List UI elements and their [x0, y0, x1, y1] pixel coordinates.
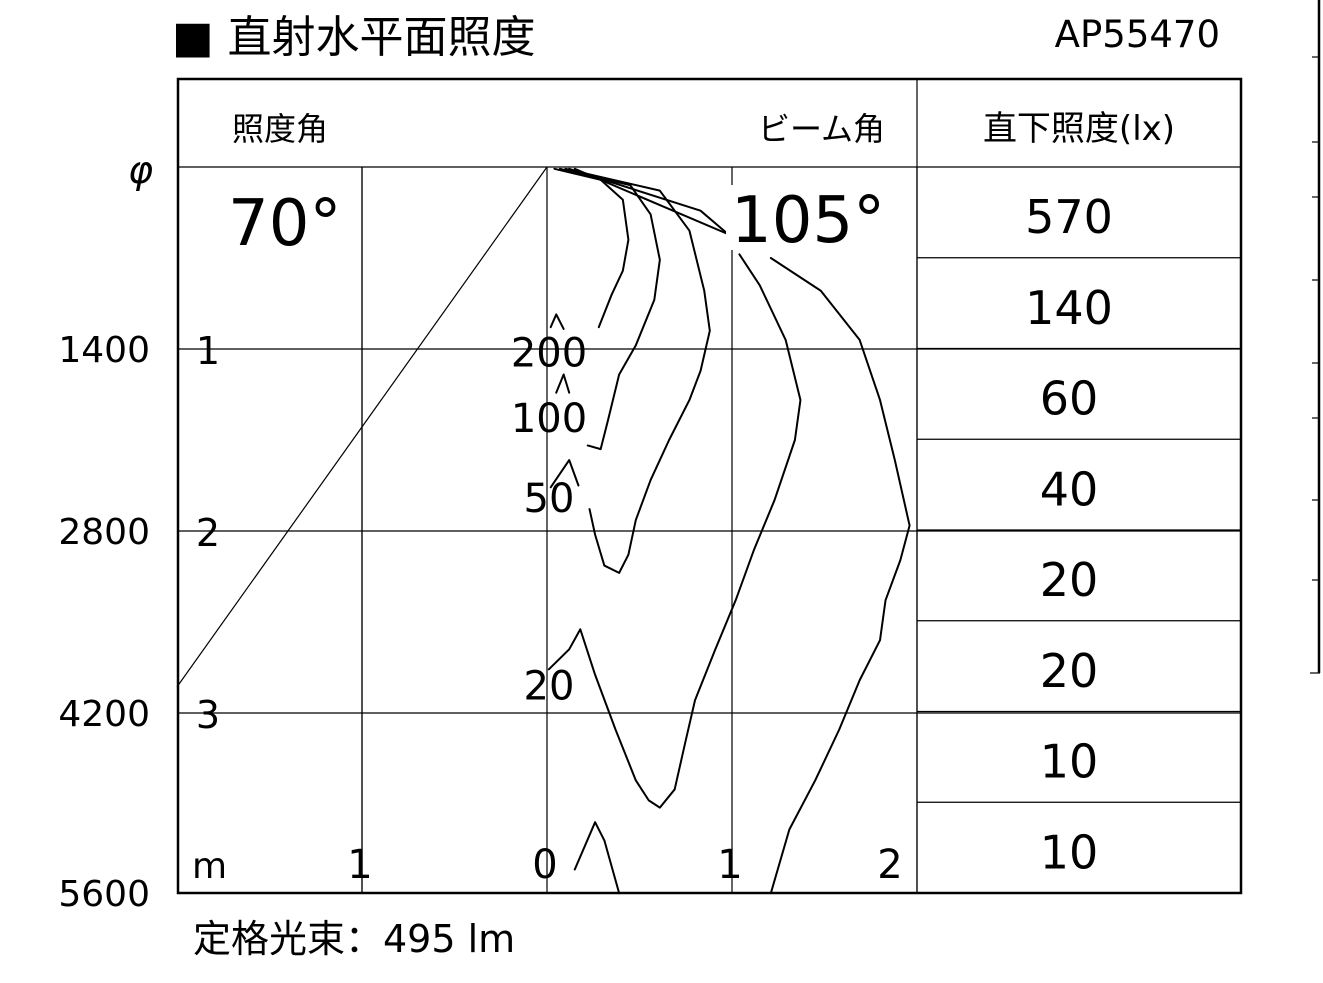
beam-angle-value: 105° [731, 184, 885, 258]
contour-10lx [573, 821, 621, 895]
contour-50lx [549, 459, 580, 489]
right-side-partial-table [1310, 0, 1321, 674]
contour-label: 20 [524, 664, 575, 710]
phi-label: φ [128, 148, 153, 192]
depth-tick: 2 [196, 511, 220, 555]
beam-angle-backdrop [726, 185, 866, 250]
model-number: AP55470 [1055, 13, 1220, 56]
contour-10lx [769, 257, 911, 895]
chart-title: ■ 直射水平面照度 [172, 12, 536, 63]
contour-10lx [573, 167, 756, 247]
center-illuminance-value: 140 [1025, 281, 1113, 335]
diameter-tick: 5600 [58, 874, 150, 915]
diameter-tick: 4200 [58, 694, 150, 735]
illum-angle-label: 照度角 [232, 110, 328, 148]
center-illuminance-value: 10 [1040, 825, 1099, 879]
rated-luminous-flux: 定格光束：495 lm [193, 917, 515, 961]
illuminance-angle-line [176, 166, 548, 688]
contour-50lx [564, 167, 711, 574]
depth-tick: 3 [196, 693, 220, 737]
diameter-tick: 2800 [58, 512, 150, 553]
contour-label: 100 [511, 396, 587, 442]
diameter-tick: 1400 [58, 330, 150, 371]
depth-tick: 1 [196, 329, 220, 373]
chart-frame [176, 77, 1243, 895]
contour-20lx [568, 167, 730, 236]
contour-100lx [558, 167, 661, 451]
center-illuminance-value: 60 [1040, 372, 1099, 426]
contour-200lx [553, 167, 630, 329]
center-illum-label: 直下照度(lx) [983, 109, 1175, 149]
center-illuminance-column: 570 140 60 40 20 20 10 10 [917, 190, 1241, 879]
x-tick: 0 [532, 842, 557, 888]
x-tick: 1 [717, 842, 742, 888]
center-illuminance-value: 40 [1040, 462, 1099, 516]
x-tick: 1 [347, 842, 372, 888]
center-illuminance-value: 570 [1025, 190, 1113, 244]
contour-100lx [555, 373, 571, 394]
center-illuminance-value: 10 [1040, 735, 1099, 789]
contour-label: 200 [511, 331, 587, 377]
center-illuminance-value: 20 [1040, 553, 1099, 607]
center-illuminance-value: 20 [1040, 644, 1099, 698]
beam-angle-label: ビーム角 [758, 110, 885, 148]
x-tick: 2 [877, 842, 902, 888]
axis-labels: 1400 2800 4200 5600 1 2 3 m 1 0 1 2 [58, 329, 902, 915]
contour-200lx [549, 313, 565, 330]
x-unit-label: m [192, 846, 227, 887]
contour-label: 50 [524, 476, 575, 522]
contour-20lx [547, 253, 802, 809]
illum-angle-value: 70° [228, 187, 341, 261]
